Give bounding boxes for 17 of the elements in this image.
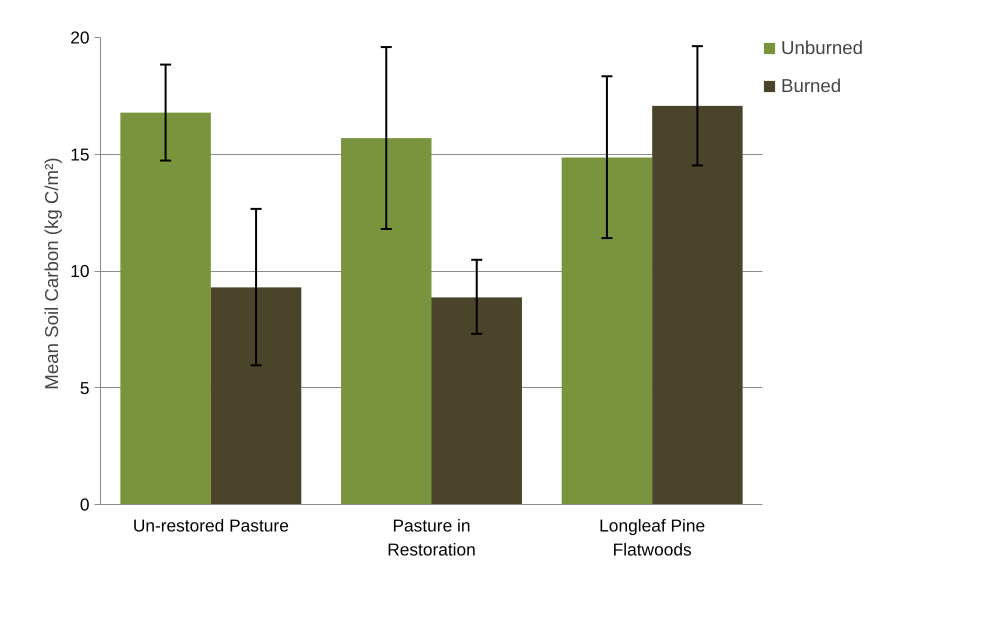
x-tick-label: Pasture in Restoration [387, 516, 476, 560]
bar [341, 138, 432, 504]
x-tick-label: Un-restored Pasture [132, 516, 289, 536]
y-tick-label: 5 [80, 378, 90, 398]
y-tick-label: 0 [80, 494, 90, 514]
bar [562, 158, 652, 504]
x-tick-label: Longleaf Pine Flatwoods [599, 516, 706, 560]
y-tick-label: 15 [70, 144, 90, 164]
legend-label: Burned [781, 75, 842, 97]
bar [210, 287, 302, 504]
y-tick-label: 20 [70, 28, 90, 48]
bar [120, 112, 211, 504]
y-tick-label: 10 [70, 261, 90, 281]
bar [652, 106, 743, 504]
bar [432, 297, 522, 504]
y-axis-title: Mean Soil Carbon (kg C/m²) [41, 157, 62, 390]
legend-label: Unburned [781, 37, 863, 59]
